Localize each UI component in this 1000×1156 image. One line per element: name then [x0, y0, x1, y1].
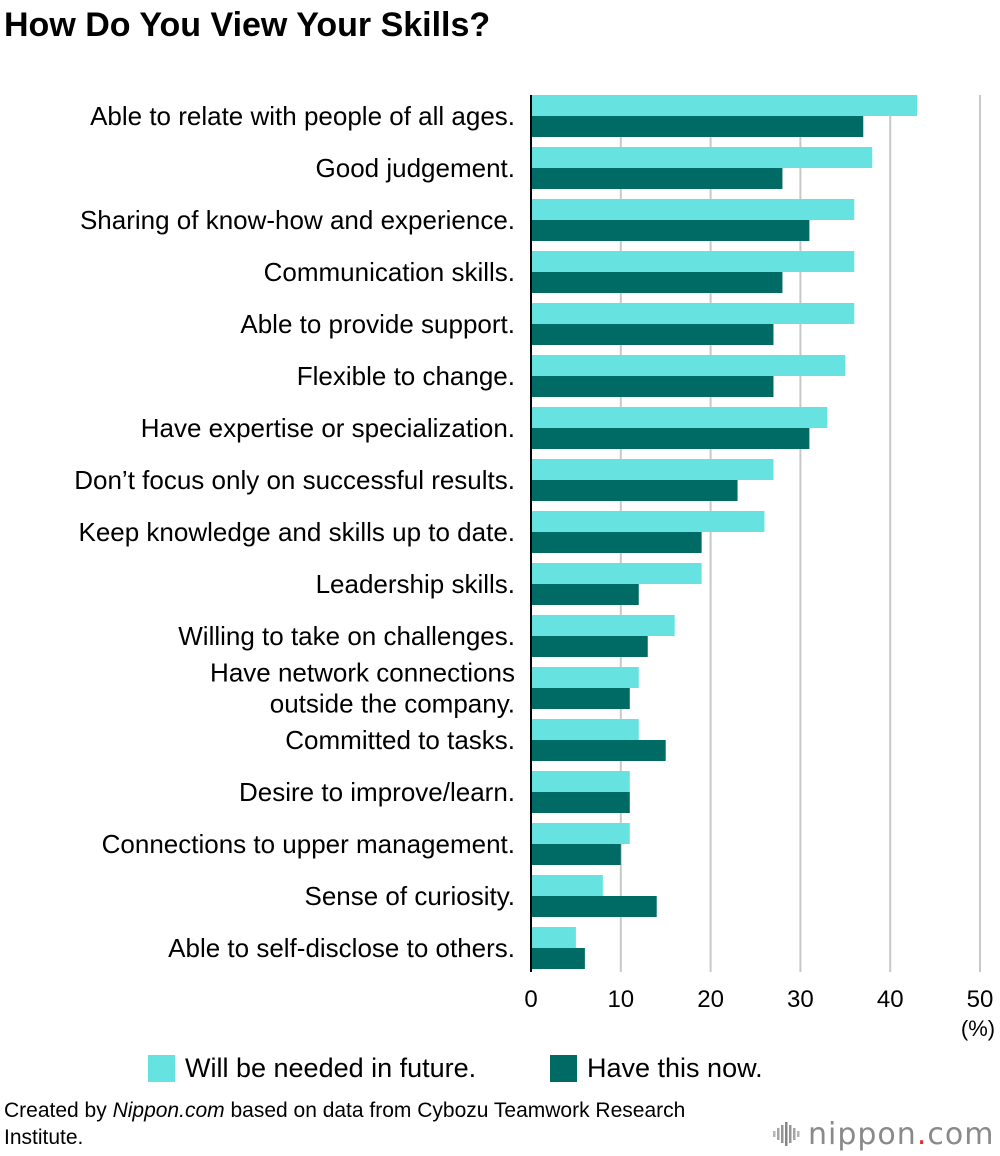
category-label-7: Don’t focus only on successful results. [74, 465, 515, 495]
bar-now-12 [531, 740, 666, 761]
bar-future-0 [531, 95, 918, 116]
bar-now-10 [531, 636, 648, 657]
legend-item-now: Have this now. [550, 1050, 763, 1086]
bar-future-6 [531, 407, 828, 428]
category-label-8: Keep knowledge and skills up to date. [78, 517, 515, 547]
source-prefix: Created by [4, 1099, 113, 1122]
bar-now-9 [531, 584, 639, 605]
bar-now-14 [531, 844, 621, 865]
category-label-10: Willing to take on challenges. [178, 621, 515, 651]
bar-now-15 [531, 896, 657, 917]
bar-future-14 [531, 823, 630, 844]
bar-future-12 [531, 719, 639, 740]
bar-future-5 [531, 355, 846, 376]
category-label-11-line-1: outside the company. [270, 689, 515, 719]
category-label-16: Able to self-disclose to others. [168, 933, 515, 963]
bar-now-5 [531, 376, 774, 397]
category-labels: Able to relate with people of all ages. G… [74, 101, 515, 963]
legend-label-now: Have this now. [587, 1052, 763, 1083]
bar-future-2 [531, 199, 855, 220]
nippon-logo: nippon.com [772, 1114, 994, 1154]
category-label-3: Communication skills. [264, 257, 515, 287]
bar-future-1 [531, 147, 873, 168]
logo-tld: com [927, 1116, 995, 1152]
bar-future-15 [531, 875, 603, 896]
legend-swatch-now [550, 1054, 577, 1082]
bar-future-9 [531, 563, 702, 584]
bar-now-13 [531, 792, 630, 813]
category-label-13: Desire to improve/learn. [239, 777, 515, 807]
bar-future-11 [531, 667, 639, 688]
category-label-0: Able to relate with people of all ages. [90, 101, 515, 131]
bar-future-16 [531, 927, 576, 948]
bar-now-1 [531, 168, 783, 189]
bar-now-8 [531, 532, 702, 553]
bar-now-7 [531, 480, 738, 501]
bar-future-3 [531, 251, 855, 272]
bar-future-4 [531, 303, 855, 324]
category-label-6: Have expertise or specialization. [141, 413, 515, 443]
category-label-9: Leadership skills. [316, 569, 515, 599]
x-axis-ticks: 0 10 20 30 40 50 (%) [524, 986, 995, 1041]
bar-now-6 [531, 428, 810, 449]
x-tick-label-30: 30 [787, 986, 814, 1013]
bar-future-8 [531, 511, 765, 532]
source-note: Created by Nippon.com based on data from… [4, 1097, 744, 1151]
source-suffix: based on data from Cybozu Teamwork Resea… [4, 1099, 686, 1149]
bar-now-16 [531, 948, 585, 969]
category-label-14: Connections to upper management. [102, 829, 515, 859]
source-brand: Nippon.com [112, 1099, 225, 1122]
x-tick-label-40: 40 [877, 986, 904, 1013]
bar-now-4 [531, 324, 774, 345]
bar-now-11 [531, 688, 630, 709]
x-tick-label-20: 20 [697, 986, 724, 1013]
category-label-11-line-0: Have network connections [210, 658, 515, 688]
bar-now-2 [531, 220, 810, 241]
x-axis-unit: (%) [961, 1016, 995, 1041]
x-tick-label-50: 50 [967, 986, 994, 1013]
bar-now-3 [531, 272, 783, 293]
legend-label-future: Will be needed in future. [185, 1052, 477, 1083]
logo-name: nippon [808, 1116, 917, 1152]
bar-now-0 [531, 116, 864, 137]
x-tick-label-10: 10 [607, 986, 634, 1013]
legend-item-future: Will be needed in future. [148, 1050, 476, 1086]
bars [531, 95, 918, 969]
bar-future-10 [531, 615, 675, 636]
category-label-12: Committed to tasks. [285, 725, 515, 755]
bar-future-7 [531, 459, 774, 480]
bar-future-13 [531, 771, 630, 792]
category-label-2: Sharing of know-how and experience. [80, 205, 515, 235]
x-tick-label-0: 0 [524, 986, 537, 1013]
category-label-4: Able to provide support. [240, 309, 515, 339]
nippon-logo-icon [773, 1122, 800, 1146]
category-label-5: Flexible to change. [297, 361, 515, 391]
logo-dot: . [916, 1116, 928, 1152]
category-label-1: Good judgement. [316, 153, 515, 183]
legend-swatch-future [148, 1054, 175, 1082]
category-label-15: Sense of curiosity. [304, 881, 515, 911]
chart-title: How Do You View Your Skills? [4, 6, 491, 44]
